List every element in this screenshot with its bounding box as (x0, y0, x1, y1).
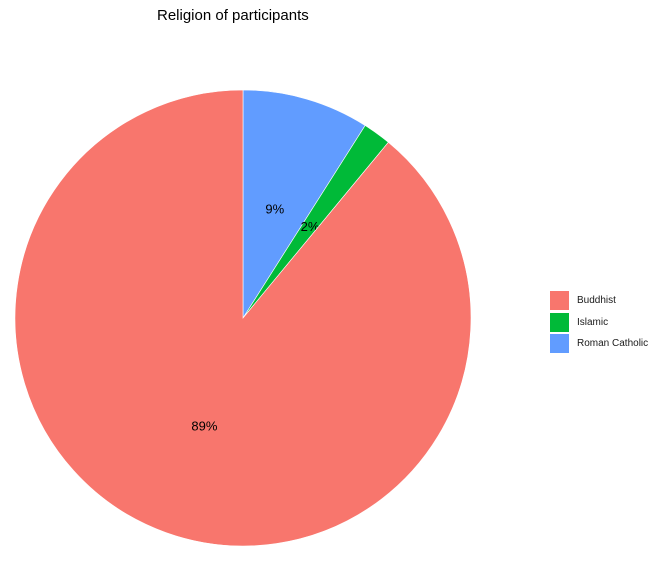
legend-swatch (550, 291, 569, 311)
legend-label: Buddhist (577, 295, 616, 307)
legend-swatch (550, 334, 569, 354)
slice-label-roman-catholic: 9% (265, 202, 284, 217)
legend: Buddhist Islamic Roman Catholic (550, 290, 660, 355)
legend-item-roman-catholic: Roman Catholic (550, 333, 660, 355)
pie-slice-roman-catholic (242, 89, 366, 320)
legend-item-buddhist: Buddhist (550, 290, 660, 312)
slice-label-islamic: 2% (301, 219, 320, 234)
legend-swatch (550, 312, 569, 332)
legend-label: Islamic (577, 316, 609, 328)
legend-label: Roman Catholic (577, 338, 649, 350)
pie-slice-buddhist (14, 89, 472, 547)
chart-title: Religion of participants (157, 7, 309, 24)
legend-item-islamic: Islamic (550, 312, 660, 334)
slice-label-buddhist: 89% (191, 418, 217, 433)
